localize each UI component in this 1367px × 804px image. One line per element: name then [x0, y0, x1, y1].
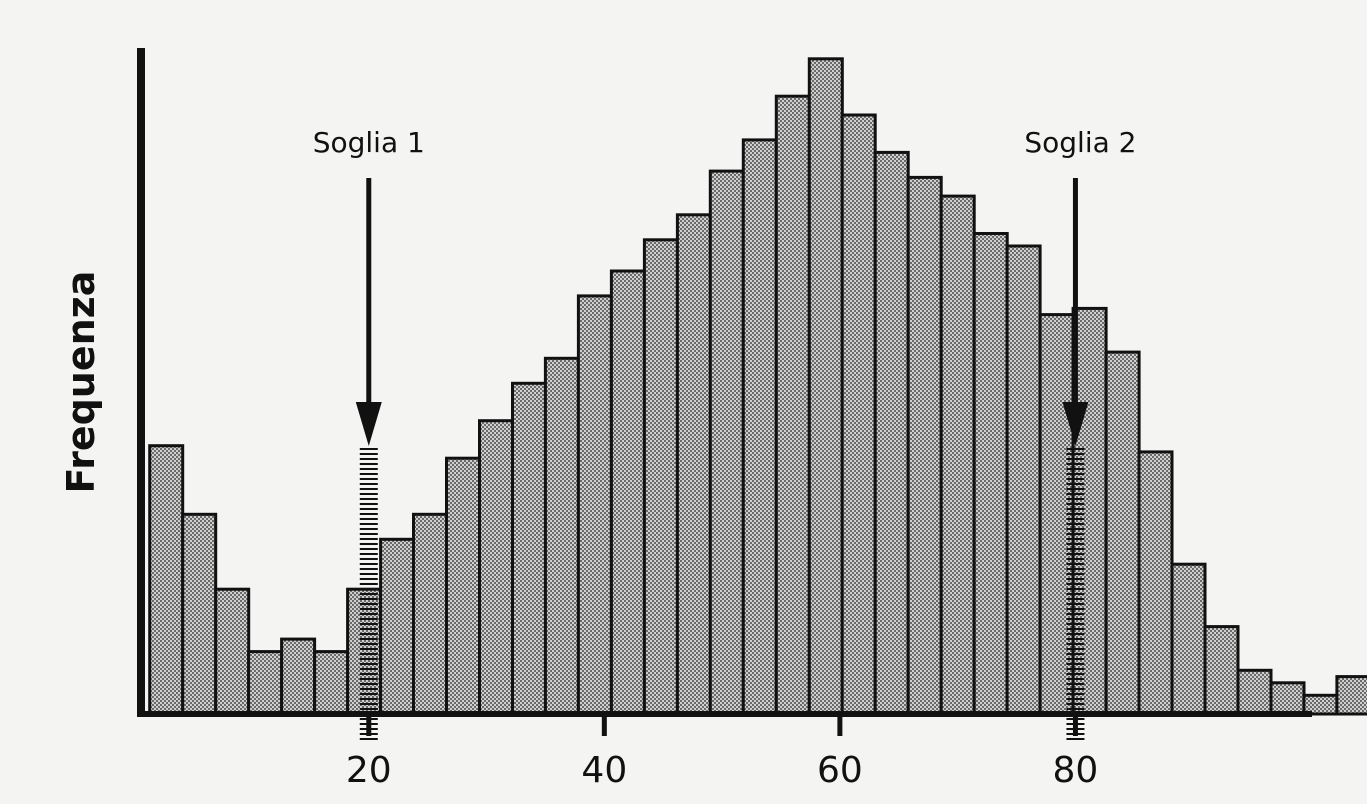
histogram-bar [214, 587, 251, 716]
histogram-bar [148, 444, 185, 716]
histogram-bar [675, 213, 712, 716]
histogram-bar [181, 512, 218, 716]
histogram-bar [972, 232, 1009, 716]
histogram-bar [1335, 675, 1367, 716]
histogram-bar [346, 587, 383, 716]
histogram-bar [478, 419, 514, 716]
histogram-bar [445, 456, 481, 716]
threshold-label: Soglia 1 [313, 126, 425, 159]
x-tick-label: 60 [817, 750, 863, 791]
histogram-bar [609, 269, 646, 716]
histogram-bar [1071, 306, 1108, 716]
histogram-bar [1236, 668, 1273, 716]
histogram-bar [1203, 625, 1240, 716]
x-tick-label: 20 [346, 750, 392, 791]
x-tick-label: 40 [581, 750, 627, 791]
histogram-bar [741, 138, 778, 716]
threshold-arrow-head [355, 402, 382, 446]
histogram-bar [247, 650, 284, 716]
histogram-bar [840, 113, 877, 716]
y-axis-label: Frequenza [59, 271, 103, 494]
histogram-bar [873, 150, 910, 716]
histogram-bar [1104, 350, 1141, 716]
histogram-bar [708, 169, 745, 716]
histogram-bar [642, 238, 679, 716]
x-tick-label: 80 [1053, 750, 1099, 791]
annotations-group: Soglia 1 Soglia 2 [313, 126, 1136, 740]
histogram-bar [1269, 681, 1306, 716]
histogram-bar [313, 650, 350, 716]
x-ticks-group: 20 40 60 80 [346, 714, 1098, 791]
histogram-bar [412, 512, 448, 716]
histogram-bar [280, 637, 317, 716]
histogram-bar [906, 175, 943, 716]
threshold-arrow-head [1062, 402, 1089, 446]
threshold-label: Soglia 2 [1024, 126, 1136, 159]
histogram-bar [1137, 450, 1174, 716]
histogram-bar [543, 356, 580, 716]
histogram-bar [576, 294, 613, 716]
histogram-bar [1005, 244, 1042, 716]
histogram-bar [511, 381, 547, 716]
histogram-bar [1170, 562, 1207, 716]
histogram-bar [939, 194, 976, 716]
histogram-bar [807, 57, 844, 716]
histogram-bar [774, 94, 811, 716]
histogram-bar [379, 537, 416, 716]
